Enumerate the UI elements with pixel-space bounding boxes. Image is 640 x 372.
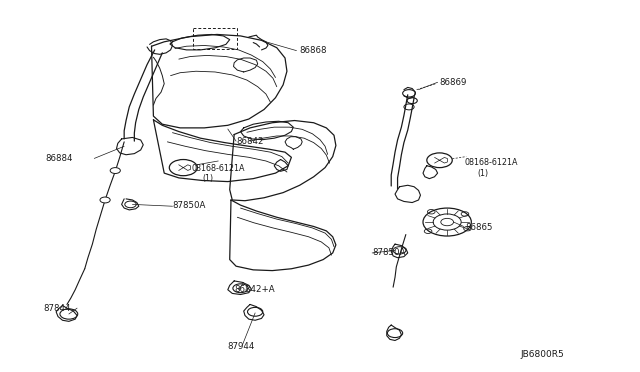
Circle shape	[110, 168, 120, 173]
Text: 87850A: 87850A	[372, 248, 406, 257]
Text: 08168-6121A: 08168-6121A	[465, 158, 518, 167]
Text: 86869: 86869	[440, 78, 467, 87]
Circle shape	[100, 197, 110, 203]
Text: 86842+A: 86842+A	[234, 285, 275, 294]
Text: 86865: 86865	[465, 223, 492, 232]
Text: (1): (1)	[202, 174, 214, 183]
Text: JB6800R5: JB6800R5	[520, 350, 564, 359]
Text: 08168-6121A: 08168-6121A	[191, 164, 245, 173]
Text: 86868: 86868	[300, 46, 327, 55]
Text: 86884: 86884	[45, 154, 73, 163]
Text: 87850A: 87850A	[173, 201, 206, 210]
Text: 87844: 87844	[44, 304, 71, 312]
Text: 86842: 86842	[236, 137, 264, 145]
Text: (1): (1)	[477, 169, 489, 177]
Text: 87944: 87944	[228, 341, 255, 350]
